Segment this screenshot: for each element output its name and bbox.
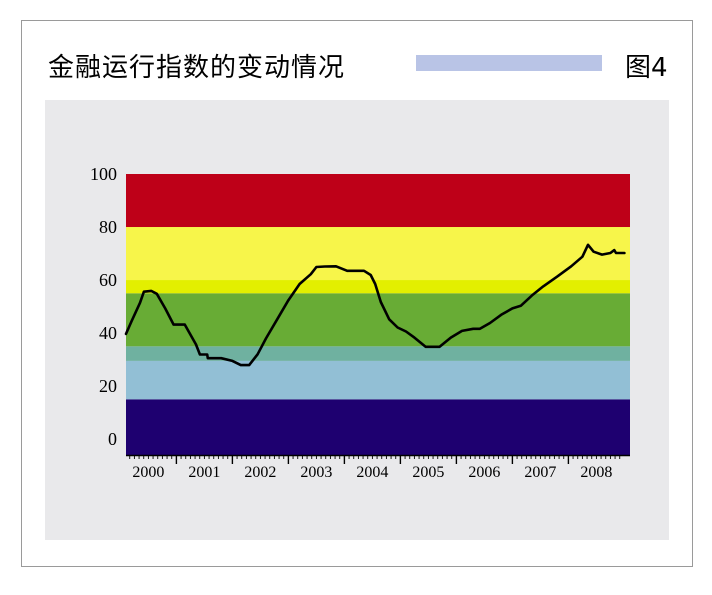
x-tick-label: 2001 (188, 464, 220, 481)
y-tick-label: 20 (99, 376, 117, 396)
color-band (126, 280, 630, 294)
x-tick-label: 2005 (412, 464, 444, 481)
x-tick-label: 2004 (356, 464, 388, 481)
y-tick-label: 80 (99, 217, 117, 237)
figure-label: 图4 (625, 53, 668, 83)
color-band (126, 399, 630, 455)
color-band (126, 360, 630, 400)
y-tick-label: 60 (99, 270, 117, 290)
tick-group (126, 454, 630, 464)
x-tick-label: 2002 (244, 464, 276, 481)
series-group (124, 243, 626, 367)
x-tick-label: 2006 (468, 464, 500, 481)
color-band (126, 293, 630, 347)
label-group: 0 20 40 60 80 100 2000 2001 2002 2003 2004 2005 2006… (90, 164, 612, 481)
x-tick-label: 2008 (580, 464, 612, 481)
title-decoration-bar (416, 55, 602, 71)
x-tick-label: 2003 (300, 464, 332, 481)
color-band (126, 346, 630, 361)
y-tick-label: 0 (108, 429, 117, 449)
color-band (126, 174, 630, 228)
x-tick-label: 2007 (524, 464, 556, 481)
x-tick-label: 2000 (132, 464, 164, 481)
color-band (126, 227, 630, 281)
y-tick-label: 100 (90, 164, 117, 184)
series-line (124, 243, 626, 367)
chart-title: 金融运行指数的变动情况 (48, 53, 346, 83)
y-tick-label: 40 (99, 323, 117, 343)
band-group (126, 174, 630, 455)
